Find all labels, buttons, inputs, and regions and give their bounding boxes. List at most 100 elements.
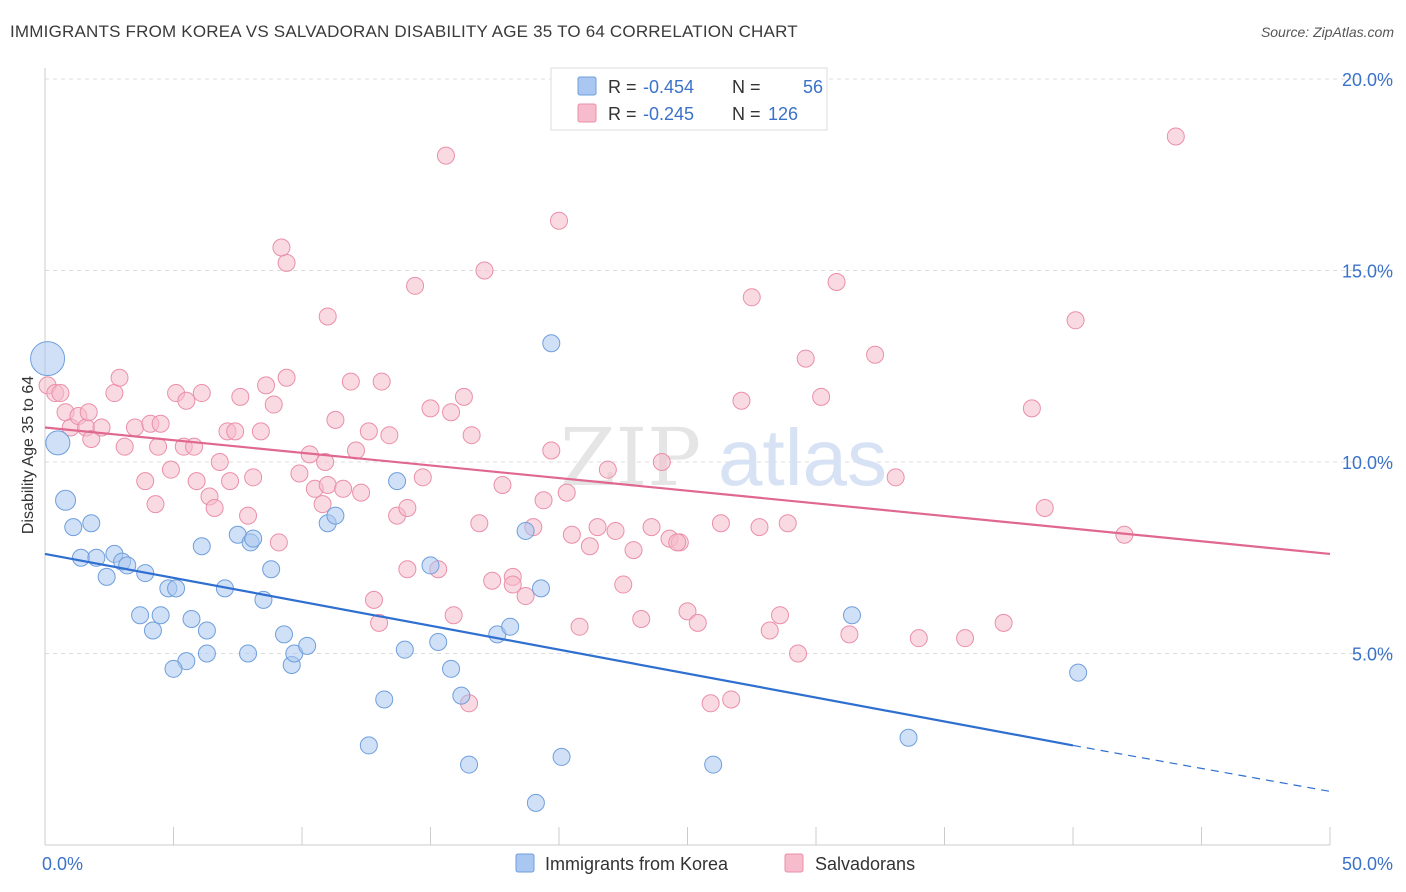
data-point-korea — [326, 506, 345, 525]
data-point-salvadorans — [251, 422, 270, 441]
data-point-salvadorans — [516, 587, 535, 606]
data-point-salvadorans — [475, 261, 494, 280]
data-point-korea — [552, 747, 571, 766]
data-point-salvadorans — [454, 387, 473, 406]
trend-line-korea — [44, 552, 1074, 747]
data-point-salvadorans — [750, 518, 769, 537]
data-point-salvadorans — [398, 560, 417, 579]
data-point-korea — [131, 606, 150, 625]
data-point-korea — [421, 556, 440, 575]
data-point-salvadorans — [149, 437, 168, 456]
trend-lines — [44, 426, 1331, 792]
data-point-salvadorans — [136, 472, 155, 491]
legend-bottom: Immigrants from Korea Salvadorans — [515, 853, 915, 874]
x-tick-label: 0.0% — [42, 854, 83, 874]
data-point-korea — [501, 617, 520, 636]
data-point-korea — [842, 606, 861, 625]
data-point-korea — [239, 644, 258, 663]
data-point-salvadorans — [51, 384, 70, 403]
data-point-salvadorans — [570, 617, 589, 636]
data-point-korea — [429, 633, 448, 652]
axes — [44, 68, 1331, 846]
legend-top: R = -0.454 N = 56 R = -0.245 N = 126 — [550, 67, 828, 131]
data-point-salvadorans — [316, 453, 335, 471]
data-point-salvadorans — [105, 384, 124, 403]
data-point-korea — [151, 606, 170, 625]
data-point-korea — [197, 644, 216, 663]
legend-n-value: 56 — [803, 77, 823, 97]
data-point-salvadorans — [742, 288, 761, 307]
data-point-salvadorans — [364, 590, 383, 609]
data-point-korea — [197, 621, 216, 640]
data-point-korea — [164, 659, 183, 678]
data-point-salvadorans — [598, 460, 617, 479]
data-point-salvadorans — [257, 376, 276, 395]
data-point-salvadorans — [341, 372, 360, 391]
data-point-salvadorans — [1035, 498, 1054, 517]
data-point-salvadorans — [269, 533, 288, 552]
data-point-salvadorans — [380, 426, 399, 445]
data-point-salvadorans — [244, 468, 263, 487]
data-point-korea — [460, 755, 479, 774]
data-point-salvadorans — [614, 575, 633, 594]
data-point-salvadorans — [326, 410, 345, 429]
data-point-salvadorans — [796, 349, 815, 368]
y-tick-label: 20.0% — [1342, 70, 1393, 90]
data-point-korea — [82, 514, 101, 533]
data-point-korea — [71, 548, 90, 567]
data-point-korea — [388, 472, 407, 491]
legend-swatch-korea — [577, 76, 597, 96]
data-point-salvadorans — [79, 403, 98, 422]
data-point-salvadorans — [632, 610, 651, 629]
data-point-korea — [262, 560, 281, 579]
data-point-korea — [704, 755, 723, 774]
data-point-salvadorans — [161, 460, 180, 479]
data-point-salvadorans — [711, 514, 730, 533]
data-point-salvadorans — [722, 690, 741, 709]
data-point-salvadorans — [483, 571, 502, 590]
data-point-salvadorans — [668, 533, 687, 552]
data-point-salvadorans — [421, 399, 440, 418]
legend-r-value: -0.245 — [643, 104, 694, 124]
data-point-salvadorans — [334, 479, 353, 498]
grid-lines — [45, 78, 1395, 654]
data-point-salvadorans — [272, 238, 291, 257]
data-point-salvadorans — [1022, 399, 1041, 418]
data-point-salvadorans — [827, 272, 846, 291]
data-point-salvadorans — [442, 403, 461, 422]
legend-bottom-swatch-korea — [515, 853, 535, 873]
data-point-salvadorans — [840, 625, 859, 644]
data-point-salvadorans — [462, 426, 481, 445]
watermark-atlas: atlas — [718, 413, 887, 502]
x-tick-labels: 0.0% 50.0% — [42, 854, 1393, 874]
data-point-korea — [532, 579, 551, 598]
data-point-salvadorans — [678, 602, 697, 621]
trend-line-korea-extension — [1072, 744, 1331, 792]
data-point-korea — [516, 521, 535, 540]
data-point-salvadorans — [205, 498, 224, 517]
data-point-salvadorans — [789, 644, 808, 663]
data-point-salvadorans — [470, 514, 489, 533]
data-point-salvadorans — [239, 506, 258, 525]
data-point-salvadorans — [624, 541, 643, 560]
data-point-salvadorans — [542, 441, 561, 460]
data-point-salvadorans — [264, 395, 283, 414]
data-point-salvadorans — [226, 422, 245, 441]
legend-r-value: -0.454 — [643, 77, 694, 97]
data-point-salvadorans — [313, 495, 332, 514]
data-point-salvadorans — [151, 414, 170, 433]
legend-bottom-label-korea: Immigrants from Korea — [545, 854, 729, 874]
y-tick-labels: 5.0% 10.0% 15.0% 20.0% — [1342, 70, 1393, 665]
data-point-salvadorans — [588, 518, 607, 537]
data-point-salvadorans — [318, 307, 337, 326]
data-point-salvadorans — [444, 606, 463, 625]
data-point-salvadorans — [359, 422, 378, 441]
salvadorans-points — [38, 127, 1185, 713]
data-point-salvadorans — [493, 475, 512, 494]
data-point-salvadorans — [1166, 127, 1185, 146]
data-point-salvadorans — [115, 437, 134, 456]
watermark-zip: ZIP — [560, 411, 701, 504]
legend-swatch-salvadorans — [577, 103, 597, 123]
data-point-salvadorans — [125, 418, 144, 437]
data-point-salvadorans — [812, 387, 831, 406]
